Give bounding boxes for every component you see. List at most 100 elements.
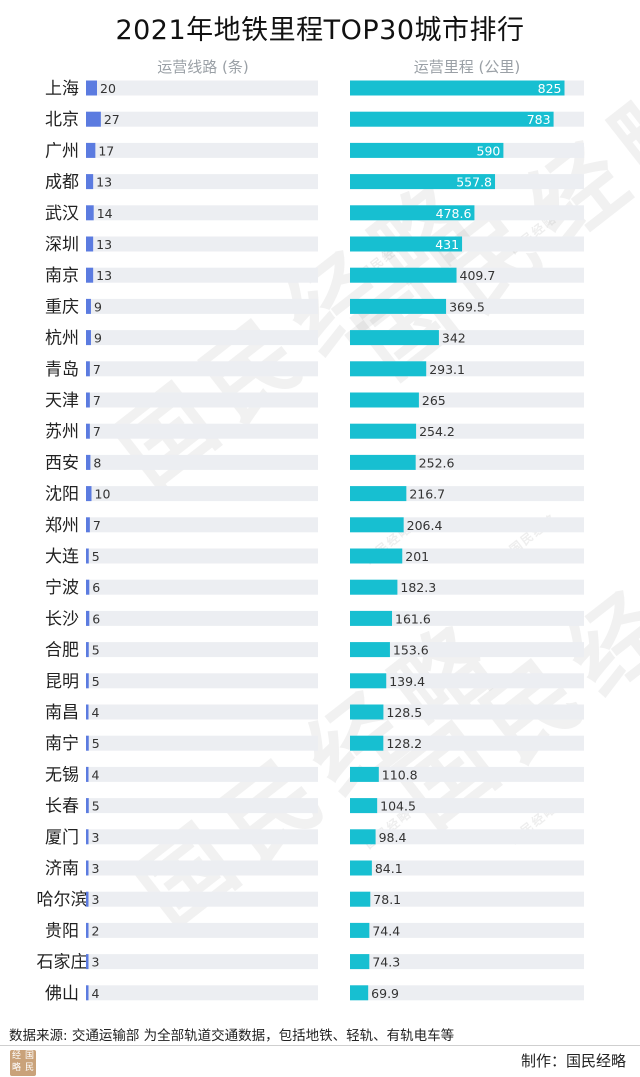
lines-column-header: 运营线路 (条) bbox=[157, 58, 249, 76]
mileage-bar bbox=[350, 735, 384, 751]
lines-track bbox=[86, 673, 318, 689]
mileage-bar bbox=[350, 891, 371, 907]
mileage-bar bbox=[350, 642, 390, 658]
mileage-bar bbox=[350, 111, 554, 127]
mileage-bar bbox=[350, 330, 439, 346]
lines-value-label: 7 bbox=[93, 393, 101, 408]
chart-title: 2021年地铁里程TOP30城市排行 bbox=[115, 15, 525, 46]
lines-value-label: 13 bbox=[96, 268, 112, 283]
mileage-value-label: 252.6 bbox=[419, 455, 455, 470]
city-label: 南宁 bbox=[45, 734, 79, 754]
mileage-value-label: 139.4 bbox=[389, 674, 425, 689]
lines-track bbox=[86, 548, 318, 564]
mileage-value-label: 369.5 bbox=[449, 299, 485, 314]
mileage-track bbox=[350, 798, 584, 814]
mileage-bar bbox=[350, 860, 372, 876]
lines-value-label: 9 bbox=[94, 331, 102, 346]
lines-bar bbox=[86, 267, 94, 283]
lines-track bbox=[86, 829, 318, 845]
mileage-track bbox=[350, 891, 584, 907]
mileage-value-label: 201 bbox=[405, 549, 429, 564]
lines-bar bbox=[86, 142, 96, 158]
lines-bar bbox=[86, 80, 97, 96]
lines-value-label: 3 bbox=[92, 861, 100, 876]
mileage-track bbox=[350, 954, 584, 970]
lines-value-label: 3 bbox=[92, 892, 100, 907]
mileage-bar bbox=[350, 298, 447, 314]
mileage-track bbox=[350, 673, 584, 689]
mileage-track bbox=[350, 829, 584, 845]
mileage-track bbox=[350, 985, 584, 1001]
lines-track bbox=[86, 392, 318, 408]
mileage-track bbox=[350, 704, 584, 720]
city-label: 厦门 bbox=[45, 828, 79, 848]
lines-bar bbox=[86, 766, 89, 782]
lines-bar bbox=[86, 829, 89, 845]
lines-value-label: 3 bbox=[92, 955, 100, 970]
city-label: 长沙 bbox=[45, 609, 79, 629]
mileage-track bbox=[350, 735, 584, 751]
data-source-note: 数据来源: 交通运输部 为全部轨道交通数据，包括地铁、轻轨、有轨电车等 bbox=[9, 1028, 455, 1044]
lines-value-label: 4 bbox=[92, 986, 100, 1001]
lines-track bbox=[86, 486, 318, 502]
city-label: 深圳 bbox=[45, 235, 79, 255]
city-label: 大连 bbox=[45, 547, 79, 567]
mileage-bar bbox=[350, 766, 379, 782]
lines-value-label: 13 bbox=[96, 175, 112, 190]
mileage-value-label: 265 bbox=[422, 393, 446, 408]
brand-logo: 经 国 略 民 bbox=[10, 1050, 36, 1076]
mileage-track bbox=[350, 579, 584, 595]
lines-bar bbox=[86, 673, 89, 689]
lines-bar bbox=[86, 642, 89, 658]
city-label: 武汉 bbox=[45, 204, 79, 224]
lines-bar bbox=[86, 330, 91, 346]
lines-value-label: 13 bbox=[96, 237, 112, 252]
mileage-bar bbox=[350, 829, 376, 845]
mileage-track bbox=[350, 548, 584, 564]
lines-value-label: 7 bbox=[93, 518, 101, 533]
lines-value-label: 10 bbox=[95, 487, 111, 502]
lines-bar bbox=[86, 392, 90, 408]
mileage-value-label: 69.9 bbox=[371, 986, 399, 1001]
lines-value-label: 4 bbox=[92, 767, 100, 782]
lines-track bbox=[86, 922, 318, 938]
mileage-value-label: 478.6 bbox=[436, 206, 472, 221]
mileage-bar bbox=[350, 454, 416, 470]
city-label: 西安 bbox=[45, 453, 79, 473]
city-label: 宁波 bbox=[45, 578, 79, 598]
mileage-value-label: 206.4 bbox=[407, 518, 443, 533]
lines-value-label: 14 bbox=[97, 206, 113, 221]
mileage-bar bbox=[350, 985, 369, 1001]
footer-divider bbox=[0, 1045, 640, 1046]
lines-track bbox=[86, 891, 318, 907]
lines-track bbox=[86, 267, 318, 283]
lines-bar bbox=[86, 174, 94, 190]
mileage-value-label: 98.4 bbox=[379, 830, 407, 845]
lines-track bbox=[86, 330, 318, 346]
lines-track bbox=[86, 142, 318, 158]
mileage-bar bbox=[350, 361, 427, 377]
lines-value-label: 7 bbox=[93, 424, 101, 439]
lines-track bbox=[86, 766, 318, 782]
lines-track bbox=[86, 174, 318, 190]
lines-value-label: 5 bbox=[92, 674, 100, 689]
lines-value-label: 5 bbox=[92, 549, 100, 564]
lines-track bbox=[86, 860, 318, 876]
city-label: 贵阳 bbox=[45, 921, 79, 941]
mileage-bar bbox=[350, 392, 419, 408]
mileage-value-label: 254.2 bbox=[419, 424, 455, 439]
city-label: 天津 bbox=[45, 391, 79, 411]
city-label: 杭州 bbox=[45, 329, 79, 349]
mileage-bar bbox=[350, 704, 384, 720]
lines-track bbox=[86, 423, 318, 439]
lines-bar bbox=[86, 704, 89, 720]
lines-value-label: 27 bbox=[104, 112, 120, 127]
mileage-bar bbox=[350, 174, 496, 190]
lines-bar bbox=[86, 548, 89, 564]
mileage-value-label: 128.5 bbox=[386, 705, 422, 720]
lines-track bbox=[86, 642, 318, 658]
lines-value-label: 7 bbox=[93, 362, 101, 377]
mileage-track bbox=[350, 610, 584, 626]
city-label: 重庆 bbox=[45, 297, 79, 317]
